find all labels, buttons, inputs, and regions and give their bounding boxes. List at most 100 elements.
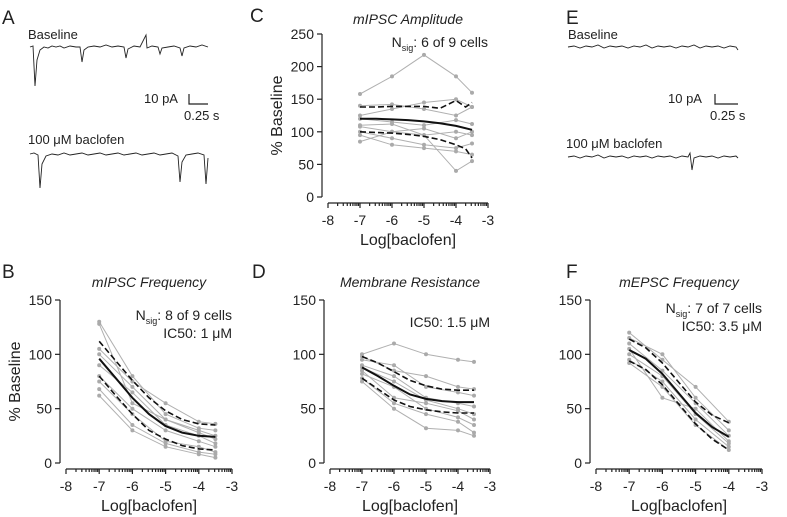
chart-c-cell-point xyxy=(390,74,394,79)
chart-f-cell-point xyxy=(660,379,665,384)
chart-d-fit-curve xyxy=(361,366,474,404)
chart-c-y-label: % Baseline xyxy=(269,75,286,155)
chart-d-x-tick-label: -7 xyxy=(356,478,369,494)
chart-d-cell-point xyxy=(392,374,396,379)
chart-d-cell-point xyxy=(472,359,476,364)
chart-b-nsig-sub: sig xyxy=(146,316,158,326)
panel-a-scale-amplitude: 10 pA xyxy=(144,91,178,106)
chart-b-y-tick-label: 50 xyxy=(36,401,52,417)
chart-d-cell-point xyxy=(472,423,476,427)
chart-c-y-tick-label: 250 xyxy=(291,26,315,42)
chart-b-cell-point xyxy=(213,441,218,446)
chart-d-cell-point xyxy=(392,363,396,368)
panel-e-scale-bar xyxy=(714,94,738,105)
chart-b-title: mIPSC Frequency xyxy=(92,274,207,290)
chart-d-cell-point xyxy=(424,412,428,417)
chart-f-x-tick-label: -5 xyxy=(689,478,702,494)
chart-b-cell-point xyxy=(163,444,168,449)
chart-b-x-tick-label: -8 xyxy=(60,478,73,494)
chart-f-nsig-text: : 7 of 7 cells xyxy=(687,300,762,316)
chart-d-y-tick-label: 100 xyxy=(293,346,317,362)
chart-b-x-tick-label: -5 xyxy=(159,478,172,494)
chart-f-x-tick-label: -7 xyxy=(623,478,636,494)
chart-f-cell-line xyxy=(628,332,730,423)
chart-f-cell-point xyxy=(693,384,698,389)
chart-f-cell-point xyxy=(693,406,698,411)
panel-e-baclofen-trace xyxy=(567,151,739,171)
chart-b-y-tick-label: 0 xyxy=(44,455,52,471)
chart-d-letter: D xyxy=(252,262,266,283)
chart-b-x-tick-label: -7 xyxy=(93,478,106,494)
chart-f-x-tick-label: -3 xyxy=(756,478,769,494)
chart-f-cell-point xyxy=(726,444,731,449)
chart-c-x-tick-label: -6 xyxy=(386,212,399,228)
panel-e-baseline-trace xyxy=(567,44,739,51)
chart-d-ci-upper xyxy=(361,355,474,392)
chart-f-cell-point xyxy=(726,448,731,452)
panel-e: E Baseline 100 μM baclofen 10 pA 0.25 s xyxy=(566,8,746,171)
chart-f-cell-point xyxy=(660,395,665,400)
chart-c-cell-point xyxy=(470,141,474,146)
chart-c-cell-point xyxy=(422,142,426,147)
chart-f-nsig-sub: sig xyxy=(676,309,688,319)
chart-f-cell-point xyxy=(693,417,698,422)
chart-c-fit-curve xyxy=(360,117,473,131)
chart-f-fit-curve xyxy=(628,349,730,438)
chart-f-cell-point xyxy=(660,357,665,362)
chart-b-cell-point xyxy=(130,384,135,389)
chart-b-letter: B xyxy=(2,262,15,283)
chart-b-cell-point xyxy=(196,439,201,444)
chart-d-cell-point xyxy=(456,384,460,389)
chart-c-cell-point xyxy=(390,142,394,147)
chart-d-cell-point xyxy=(472,417,476,422)
chart-b-cell-point xyxy=(213,452,218,457)
chart-d-cell-point xyxy=(472,430,476,435)
chart-b-y-tick-label: 150 xyxy=(29,292,53,308)
panel-a-scale-bar xyxy=(188,94,208,105)
chart-b-cell-point xyxy=(97,352,102,357)
chart-d-y-tick-label: 0 xyxy=(308,455,316,471)
chart-b-nsig-text: : 8 of 9 cells xyxy=(157,307,232,323)
chart-c-nsig-text: : 6 of 9 cells xyxy=(413,34,488,50)
panel-a: A Baseline 100 μM baclofen 10 pA 0.25 s xyxy=(2,8,220,189)
chart-b-cell-point xyxy=(213,455,218,460)
chart-c-y-tick-label: 100 xyxy=(291,124,315,140)
panel-e-scale-amplitude: 10 pA xyxy=(668,91,702,106)
chart-b-cell-point xyxy=(130,401,135,406)
chart-d-cell-point xyxy=(424,352,428,357)
chart-f-annotation: IC50: 3.5 μM xyxy=(682,318,762,334)
chart-c-nsig-sub: sig xyxy=(402,43,414,53)
chart-b-cell-point xyxy=(97,363,102,368)
panel-a-baseline-trace xyxy=(29,33,209,87)
chart-f-x-tick-label: -4 xyxy=(723,478,736,494)
chart-d-cell-point xyxy=(424,384,428,389)
chart-c-x-tick-label: -7 xyxy=(354,212,367,228)
panel-a-baclofen-label: 100 μM baclofen xyxy=(28,132,124,147)
chart-b-cell-point xyxy=(97,393,102,398)
chart-c-cell-point xyxy=(422,107,426,111)
panel-e-letter: E xyxy=(566,8,579,29)
chart-b-cell-point xyxy=(163,441,168,446)
chart-c-cell-point xyxy=(454,136,458,141)
chart-d-cell-point xyxy=(456,408,460,413)
panel-a-letter: A xyxy=(2,8,15,29)
chart-d: D Membrane Resistance -8 -7 -6 -5 -4 -3 0 50 100 15… xyxy=(252,262,496,515)
chart-b-cell-point xyxy=(130,390,135,395)
chart-c-cell-point xyxy=(390,102,394,107)
chart-b-annotation: IC50: 1 μM xyxy=(163,325,232,341)
chart-d-cell-point xyxy=(472,393,476,398)
chart-c-cell-point xyxy=(422,126,426,131)
chart-c-cell-point xyxy=(454,168,458,173)
chart-c-cell-point xyxy=(422,146,426,151)
chart-b-x-tick-label: -4 xyxy=(193,478,206,494)
chart-c-cell-point xyxy=(422,52,426,57)
chart-f-cell-point xyxy=(726,441,731,446)
chart-f-cell-point xyxy=(627,330,632,335)
chart-c-cell-point xyxy=(470,122,474,126)
chart-c-cell-point xyxy=(390,122,394,126)
chart-d-cell-point xyxy=(456,357,460,362)
chart-c-cell-point xyxy=(454,129,458,134)
